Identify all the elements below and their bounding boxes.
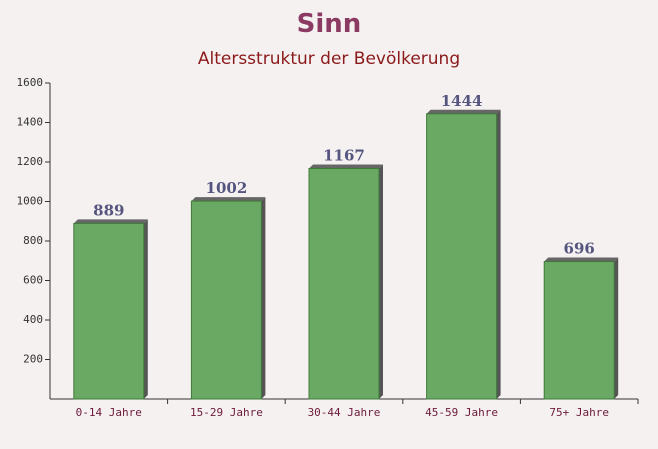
y-tick-label: 400 [23,313,43,326]
chart-title: Sinn [297,9,362,39]
y-tick-label: 200 [23,353,43,366]
bar-shadow [191,197,266,202]
value-label: 1002 [206,179,248,197]
bar-shadow [143,219,148,399]
y-tick-label: 1000 [17,195,44,208]
y-tick-label: 1200 [17,155,44,168]
bar-shadow [614,257,619,399]
bar [426,113,498,400]
x-tick-label: 15-29 Jahre [190,406,263,419]
value-label: 1444 [441,92,483,110]
value-label: 889 [93,201,124,219]
x-tick-label: 0-14 Jahre [76,406,142,419]
y-tick-label: 800 [23,234,43,247]
bar [543,261,615,400]
bar-shadow [544,257,619,262]
bar [308,168,380,400]
bar-shadow [261,197,266,399]
y-tick-label: 1400 [17,116,44,129]
bar-shadow [379,164,383,399]
bar-shadow [309,164,383,169]
bar-shadow [73,219,148,224]
bar [73,222,145,400]
value-label: 1167 [323,147,365,165]
bar-shadow [426,109,501,114]
x-tick-label: 75+ Jahre [549,406,609,419]
y-tick-label: 1600 [17,76,44,89]
y-tick-label: 600 [23,274,43,287]
bar-shadow [496,109,501,399]
x-tick-label: 30-44 Jahre [308,406,381,419]
x-tick-label: 45-59 Jahre [425,406,498,419]
value-label: 696 [564,240,595,258]
chart-subtitle: Altersstruktur der Bevölkerung [198,49,460,69]
bar [190,200,262,400]
